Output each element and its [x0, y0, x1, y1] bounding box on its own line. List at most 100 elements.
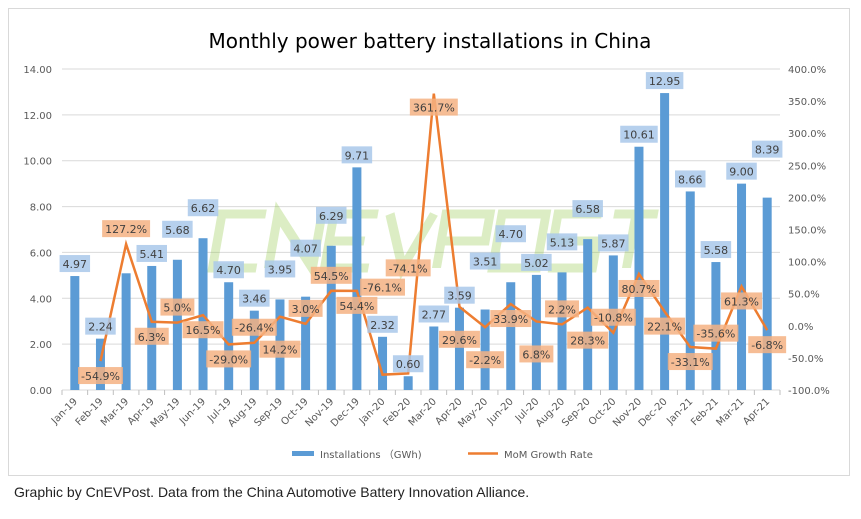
bar-label: 3.46: [242, 293, 267, 306]
chart: Monthly power battery installations in C…: [23, 29, 829, 461]
bar-label-box: [620, 125, 658, 143]
growth-label-box: [409, 98, 458, 116]
growth-label: 61.3%: [724, 295, 759, 308]
bar: [121, 273, 131, 390]
y-right-tick: 150.0%: [788, 226, 826, 237]
x-tick-label: Jun-19: [177, 396, 208, 427]
y-right-tick: 350.0%: [788, 97, 826, 108]
growth-label-box: [748, 336, 787, 354]
bar-label: 3.59: [447, 290, 472, 303]
bar: [352, 167, 362, 390]
bar-label-box: [700, 241, 732, 259]
growth-label-box: [618, 279, 660, 297]
growth-label-box: [206, 350, 252, 368]
bar-label-box: [187, 199, 219, 217]
growth-label-box: [102, 220, 151, 238]
bar-label: 3.51: [473, 256, 498, 269]
growth-label-box: [336, 296, 378, 314]
bar: [634, 146, 644, 390]
bar-label-box: [239, 289, 270, 307]
bar-label: 2.32: [370, 319, 395, 332]
bar-label-box: [598, 234, 629, 252]
growth-label-box: [567, 331, 609, 349]
bar: [583, 239, 593, 390]
bar: [660, 93, 670, 390]
y-left-tick: 10.00: [23, 157, 52, 168]
y-left-tick: 12.00: [23, 111, 52, 122]
bar-label-box: [726, 162, 757, 180]
bar-label: 5.87: [601, 237, 626, 250]
bar-label-box: [85, 317, 116, 335]
x-tick-label: Sep-20: [560, 396, 593, 429]
y-right-tick: -50.0%: [788, 354, 823, 365]
growth-label: 2.2%: [548, 303, 576, 316]
y-left-tick: 6.00: [30, 248, 52, 259]
x-tick-label: Dec-20: [637, 396, 670, 429]
growth-label: 80.7%: [621, 283, 656, 296]
bar-label: 8.66: [678, 173, 703, 186]
bar-label: 6.58: [575, 203, 600, 216]
growth-label-box: [160, 298, 195, 316]
growth-label-box: [490, 310, 532, 328]
bar-label-box: [59, 255, 91, 273]
bar: [480, 309, 490, 390]
bar-label: 4.07: [293, 243, 318, 256]
bar-label: 0.60: [396, 358, 421, 371]
bar-label-box: [495, 225, 526, 243]
bar-label-box: [572, 200, 603, 218]
x-tick-label: Dec-19: [329, 396, 362, 429]
y-right-tick: 400.0%: [788, 65, 826, 76]
y-right-tick: 300.0%: [788, 129, 826, 140]
x-tick-label: Sep-19: [252, 396, 285, 429]
bar-label: 9.00: [729, 166, 754, 179]
x-tick-label: Apr-21: [741, 396, 772, 427]
growth-label: 127.2%: [105, 223, 147, 236]
bar: [557, 272, 567, 390]
bar-label: 10.61: [623, 129, 655, 142]
growth-label-box: [78, 367, 123, 385]
bar-label: 9.71: [345, 149, 370, 162]
growth-label-box: [385, 259, 431, 277]
growth-label: 6.3%: [138, 331, 166, 344]
growth-label: 14.2%: [262, 344, 297, 357]
bar: [172, 259, 182, 390]
growth-label-box: [721, 292, 763, 310]
bar: [531, 274, 541, 390]
caption: Graphic by CnEVPost. Data from the China…: [14, 484, 530, 500]
bar-label-box: [751, 140, 783, 158]
bar: [378, 336, 388, 390]
bar-label: 4.70: [499, 228, 524, 241]
growth-label-box: [693, 324, 739, 342]
bar-label: 4.97: [63, 258, 88, 271]
growth-label: -6.8%: [751, 339, 783, 352]
growth-label: 54.5%: [314, 270, 349, 283]
growth-label: -29.0%: [209, 353, 248, 366]
x-tick-label: Mar-21: [714, 396, 746, 428]
bar-label: 6.29: [319, 210, 344, 223]
bar-label-box: [290, 239, 321, 257]
bar-label: 4.70: [216, 264, 241, 277]
y-left-tick: 2.00: [30, 340, 52, 351]
growth-label-box: [259, 340, 301, 358]
bar: [95, 338, 105, 390]
bar-label: 5.13: [550, 236, 575, 249]
growth-label-box: [519, 345, 554, 363]
growth-label: 6.8%: [522, 348, 550, 361]
bar-label-box: [546, 233, 578, 251]
growth-label-box: [182, 321, 224, 339]
legend-line-label: MoM Growth Rate: [504, 450, 593, 461]
growth-label: -54.9%: [81, 370, 120, 383]
growth-label-box: [545, 300, 580, 318]
y-left-tick: 8.00: [30, 203, 52, 214]
bar: [685, 191, 695, 390]
growth-label: -2.2%: [469, 354, 501, 367]
growth-label-box: [360, 278, 405, 296]
growth-label-box: [466, 351, 505, 369]
growth-label-box: [438, 330, 480, 348]
bar: [326, 245, 336, 390]
bar-label: 2.24: [88, 321, 113, 334]
bar: [454, 307, 464, 390]
legend-bar-swatch: [292, 451, 314, 456]
bar-label: 8.39: [755, 144, 780, 157]
growth-label-box: [667, 353, 713, 371]
